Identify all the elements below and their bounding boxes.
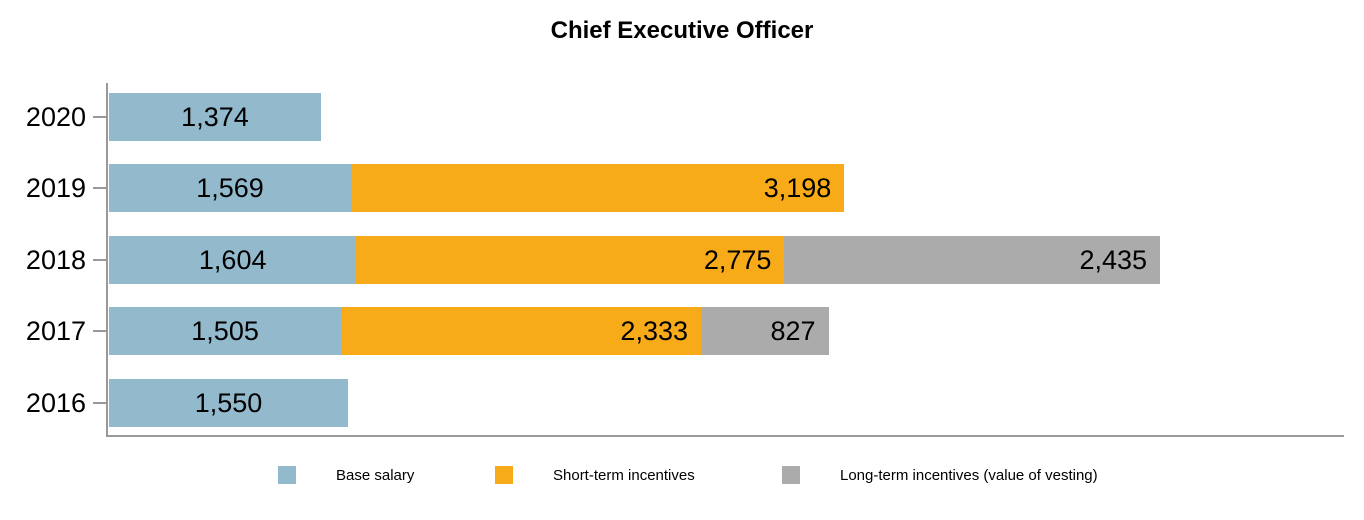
x-axis-line	[106, 435, 1344, 437]
year-label-2020: 2020	[25, 101, 86, 132]
bar-segment-base-salary-2018: 1,604	[109, 235, 357, 284]
y-axis-line	[106, 83, 108, 437]
bar-value-label: 2,333	[620, 316, 688, 346]
year-label-2017: 2017	[25, 316, 86, 346]
bar-value-label: 3,198	[763, 173, 832, 203]
year-label-2019: 2019	[25, 173, 86, 203]
bar-value-label: 1,604	[198, 244, 267, 275]
year-label-2016: 2016	[25, 387, 86, 418]
legend-swatch-short-term-incentives	[495, 466, 513, 484]
bar-segment-short-term-incentives-2019: 3,198	[351, 164, 845, 212]
legend-item-short-term-incentives: Short-term incentives	[495, 464, 695, 486]
bar-value-label: 1,505	[191, 316, 259, 346]
axis-tick-2016	[93, 401, 106, 404]
bar-segment-short-term-incentives-2017: 2,333	[341, 307, 701, 355]
axis-tick-2019	[93, 187, 106, 189]
bar-row-2017: 2017 1,505 2,333 827	[26, 307, 1343, 355]
chart-title: Chief Executive Officer	[550, 17, 814, 44]
bar-row-2018: 2018 1,604 2,775 2,435	[26, 235, 1343, 284]
bar-segment-long-term-incentives-2017: 827	[701, 307, 829, 355]
bar-value-label: 2,775	[703, 244, 772, 275]
bar-segment-long-term-incentives-2018: 2,435	[784, 235, 1161, 284]
plot-area: 2020 1,374 2019 1,569 3,198 2018 1,604 2,775 2,4…	[26, 83, 1344, 437]
axis-tick-2017	[93, 330, 106, 332]
legend-item-base-salary: Base salary	[278, 464, 414, 486]
legend-label-base-salary: Base salary	[336, 466, 415, 484]
year-label-2018: 2018	[25, 244, 86, 275]
legend-item-long-term-incentives: Long-term incentives (value of vesting)	[782, 464, 1098, 486]
bar-row-2016: 2016 1,550	[26, 378, 1343, 427]
bar-segment-base-salary-2017: 1,505	[109, 307, 342, 355]
legend-label-short-term-incentives: Short-term incentives	[553, 466, 695, 484]
bar-segment-base-salary-2020: 1,374	[109, 92, 321, 141]
bar-row-2020: 2020 1,374	[26, 92, 1343, 141]
bar-value-label: 827	[770, 316, 816, 346]
bar-segment-base-salary-2019: 1,569	[109, 164, 352, 212]
legend-swatch-base-salary	[278, 466, 296, 484]
axis-tick-2018	[93, 258, 106, 261]
axis-tick-2020	[93, 115, 106, 118]
bar-segment-short-term-incentives-2018: 2,775	[356, 235, 785, 284]
bar-value-label: 2,435	[1079, 244, 1148, 275]
legend-label-long-term-incentives: Long-term incentives (value of vesting)	[840, 466, 1098, 484]
bar-row-2019: 2019 1,569 3,198	[26, 164, 1343, 212]
legend-swatch-long-term-incentives	[782, 466, 800, 484]
bar-value-label: 1,374	[181, 101, 249, 132]
legend: Base salary Short-term incentives Long-t…	[0, 464, 1364, 486]
bar-value-label: 1,569	[196, 173, 264, 203]
bar-value-label: 1,550	[194, 387, 263, 418]
bar-segment-base-salary-2016: 1,550	[109, 378, 349, 427]
